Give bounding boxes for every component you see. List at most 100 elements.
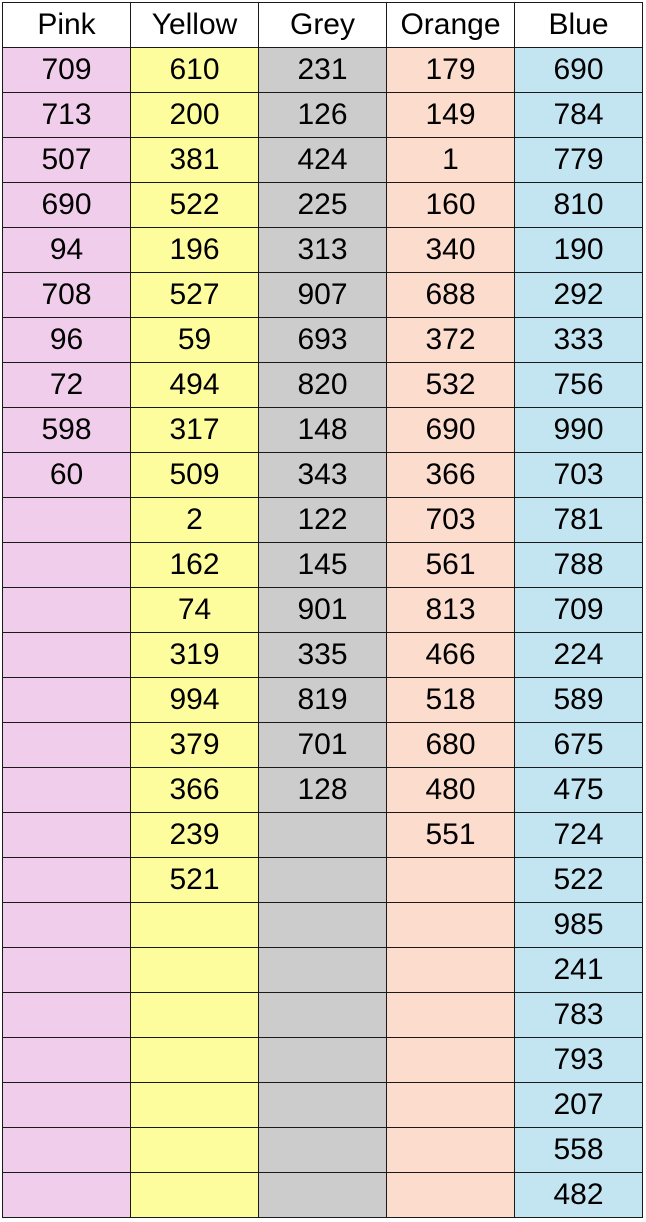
cell-grey [258,1082,387,1128]
cell-yellow: 319 [130,632,259,678]
cell-yellow: 196 [130,227,259,273]
cell-blue: 482 [514,1172,643,1218]
cell-blue: 207 [514,1082,643,1128]
cell-grey: 901 [258,587,387,633]
cell-orange: 551 [386,812,515,858]
cell-yellow [130,1172,259,1218]
cell-blue: 783 [514,992,643,1038]
column-header-pink: Pink [2,2,131,48]
cell-blue: 475 [514,767,643,813]
cell-yellow [130,992,259,1038]
table-row: 985 [2,902,643,948]
cell-yellow: 200 [130,92,259,138]
column-header-yellow: Yellow [130,2,259,48]
cell-orange: 813 [386,587,515,633]
cell-blue: 793 [514,1037,643,1083]
cell-orange: 149 [386,92,515,138]
cell-pink [2,722,131,768]
cell-grey [258,812,387,858]
table-row: 783 [2,992,643,1038]
header-row: Pink Yellow Grey Orange Blue [2,2,643,48]
table-row: 162 145 561 788 [2,542,643,588]
cell-pink [2,812,131,858]
cell-grey: 343 [258,452,387,498]
cell-pink: 598 [2,407,131,453]
cell-blue: 333 [514,317,643,363]
cell-yellow [130,1127,259,1173]
cell-orange: 340 [386,227,515,273]
cell-pink [2,542,131,588]
cell-pink: 94 [2,227,131,273]
cell-pink: 690 [2,182,131,228]
table-row: 239 551 724 [2,812,643,858]
table-row: 482 [2,1172,643,1218]
cell-orange [386,1127,515,1173]
cell-pink: 713 [2,92,131,138]
cell-orange: 1 [386,137,515,183]
cell-pink [2,902,131,948]
cell-pink [2,857,131,903]
cell-grey: 225 [258,182,387,228]
cell-orange: 160 [386,182,515,228]
cell-pink [2,632,131,678]
table-row: 521 522 [2,857,643,903]
cell-orange: 366 [386,452,515,498]
cell-blue: 690 [514,47,643,93]
table-row: 598 317 148 690 990 [2,407,643,453]
cell-yellow: 610 [130,47,259,93]
column-header-blue: Blue [514,2,643,48]
cell-orange [386,902,515,948]
cell-orange: 518 [386,677,515,723]
cell-pink: 60 [2,452,131,498]
cell-grey: 820 [258,362,387,408]
cell-pink: 72 [2,362,131,408]
cell-grey: 313 [258,227,387,273]
cell-blue: 788 [514,542,643,588]
cell-blue: 558 [514,1127,643,1173]
cell-grey: 128 [258,767,387,813]
cell-yellow: 239 [130,812,259,858]
cell-pink [2,587,131,633]
cell-blue: 522 [514,857,643,903]
cell-grey [258,1037,387,1083]
cell-orange: 480 [386,767,515,813]
cell-yellow: 522 [130,182,259,228]
cell-orange: 688 [386,272,515,318]
cell-yellow: 74 [130,587,259,633]
table-row: 94 196 313 340 190 [2,227,643,273]
column-header-orange: Orange [386,2,515,48]
cell-blue: 589 [514,677,643,723]
cell-orange [386,1037,515,1083]
table-row: 709 610 231 179 690 [2,47,643,93]
column-header-grey: Grey [258,2,387,48]
table-row: 74 901 813 709 [2,587,643,633]
cell-orange: 680 [386,722,515,768]
cell-pink: 507 [2,137,131,183]
cell-pink [2,767,131,813]
cell-blue: 190 [514,227,643,273]
cell-blue: 675 [514,722,643,768]
cell-blue: 810 [514,182,643,228]
cell-orange: 466 [386,632,515,678]
table-row: 793 [2,1037,643,1083]
cell-grey: 819 [258,677,387,723]
table-row: 713 200 126 149 784 [2,92,643,138]
cell-grey [258,947,387,993]
cell-yellow: 2 [130,497,259,543]
cell-grey: 126 [258,92,387,138]
cell-yellow: 381 [130,137,259,183]
cell-pink [2,992,131,1038]
cell-blue: 985 [514,902,643,948]
cell-yellow [130,1082,259,1128]
table-row: 72 494 820 532 756 [2,362,643,408]
cell-grey: 693 [258,317,387,363]
cell-pink [2,1082,131,1128]
cell-blue: 779 [514,137,643,183]
cell-grey [258,992,387,1038]
cell-pink: 709 [2,47,131,93]
table-row: 96 59 693 372 333 [2,317,643,363]
table-row: 2 122 703 781 [2,497,643,543]
cell-pink [2,1127,131,1173]
cell-yellow: 509 [130,452,259,498]
